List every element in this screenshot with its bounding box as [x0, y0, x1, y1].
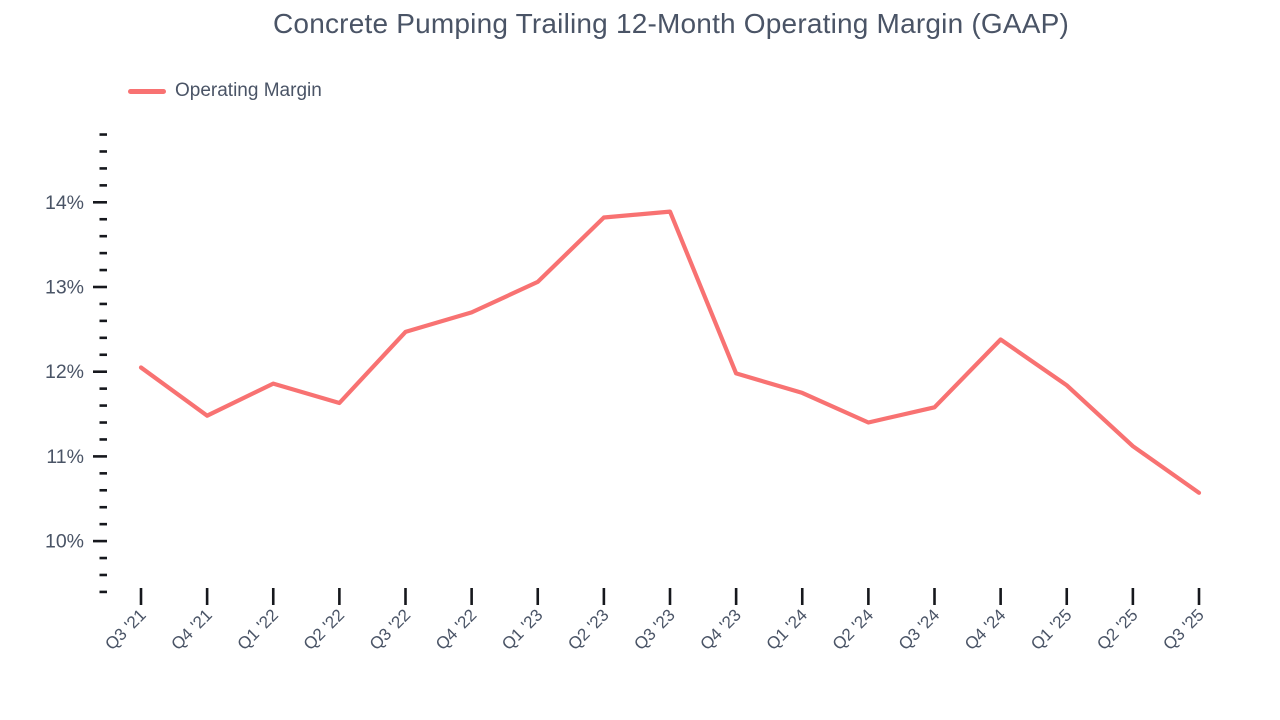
x-axis-label: Q2 '24 [829, 605, 877, 653]
x-axis-label: Q3 '22 [366, 605, 414, 653]
y-axis-label: 10% [45, 531, 84, 553]
x-axis-label: Q3 '25 [1159, 605, 1207, 653]
chart-title: Concrete Pumping Trailing 12-Month Opera… [273, 8, 1069, 39]
x-axis-label: Q2 '23 [564, 605, 612, 653]
x-axis-label: Q2 '22 [300, 605, 348, 653]
x-axis-label: Q2 '25 [1093, 605, 1141, 653]
x-axis-label: Q1 '24 [763, 605, 811, 653]
legend-label: Operating Margin [175, 80, 322, 101]
y-axis-label: 13% [45, 277, 84, 299]
x-axis-label: Q3 '24 [895, 605, 943, 653]
x-axis-label: Q4 '24 [961, 605, 1009, 653]
series-line-operating-margin [138, 209, 1202, 495]
x-axis-label: Q3 '23 [630, 605, 678, 653]
x-axis: Q3 '21 Q4 '21 Q1 '22 Q2 '22 Q3 '22 Q4 '22 Q1 '… [101, 588, 1208, 654]
x-axis-label: Q1 '22 [234, 605, 282, 653]
x-axis-label: Q3 '21 [101, 605, 149, 653]
y-axis-label: 14% [45, 192, 84, 214]
x-axis-label: Q4 '23 [696, 605, 744, 653]
x-axis-label: Q4 '22 [432, 605, 480, 653]
x-axis-label: Q1 '23 [498, 605, 546, 653]
legend: Operating Margin [128, 80, 322, 102]
legend-line-swatch [128, 88, 166, 94]
x-axis-label: Q1 '25 [1027, 605, 1075, 653]
x-axis-label: Q4 '21 [167, 605, 215, 653]
y-axis-label: 12% [45, 361, 84, 383]
y-axis: 10% 11% 12% 13% 14% [45, 133, 107, 594]
y-axis-label: 11% [46, 446, 84, 468]
